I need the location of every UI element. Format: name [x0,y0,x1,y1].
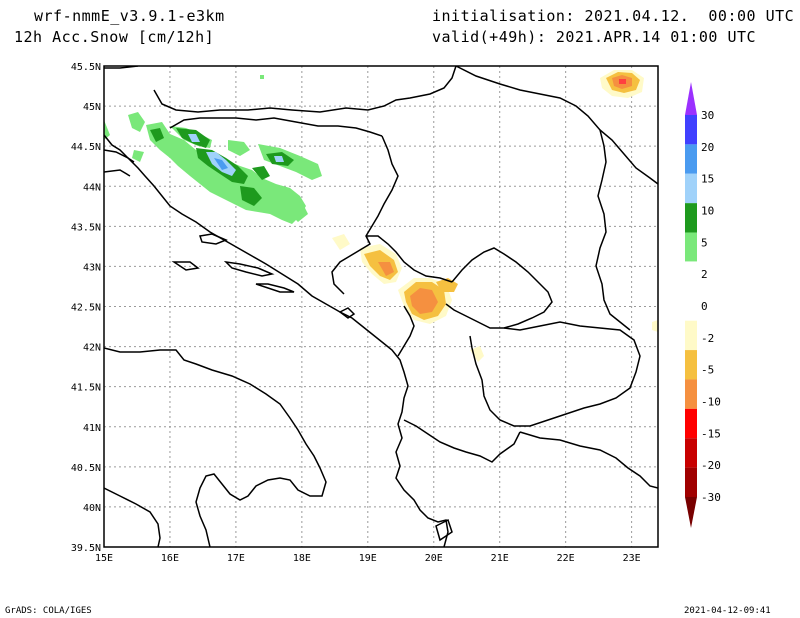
lat-label: 41.5N [71,383,101,394]
lat-label: 42.5N [71,303,101,314]
colorbar-bin [684,261,698,292]
colorbar-bin [685,438,697,468]
lat-label: 39.5N [71,543,101,554]
lat-label: 40.5N [71,463,101,474]
lon-label: 15E [95,553,113,564]
lon-label: 22E [557,553,575,564]
lon-label: 16E [161,553,179,564]
colorbar-top-arrow [685,82,697,115]
lat-label: 42N [83,343,101,354]
colorbar-tick-label: -20 [701,459,721,472]
colorbar-tick-label: 15 [701,173,714,186]
footer-credit: GrADS: COLA/IGES [5,606,92,616]
colorbar-tick-label: -2 [701,332,714,345]
colorbar-tick-label: -10 [701,396,721,409]
colorbar-bin [685,203,697,233]
valid-time: valid(+49h): 2021.APR.14 01:00 UTC [432,28,757,46]
graticule [104,66,658,547]
model-title: wrf-nmmE_v3.9.1-e3km [34,7,225,25]
colorbar-tick-label: -5 [701,364,714,377]
colorbar [684,82,698,528]
lat-label: 45.5N [71,62,101,73]
colorbar-bin [684,290,698,322]
colorbar-tick-label: 20 [701,141,714,154]
colorbar-tick-label: -15 [701,427,721,440]
lat-label: 45N [83,102,101,113]
colorbar-bin [685,115,697,145]
lon-label: 19E [359,553,377,564]
footer-timestamp: 2021-04-12-09:41 [684,606,771,616]
colorbar-tick-label: 0 [701,300,708,313]
colorbar-tick-label: 2 [701,268,708,281]
latitude-labels: 45.5N 45N 44.5N 44N 43.5N 43N 42.5N 42N 41.5N 41N… [71,62,101,554]
snow-accumulation-shading [104,75,322,224]
lat-label: 44N [83,182,101,193]
colorbar-bin [685,232,697,262]
colorbar-bin [685,379,697,409]
colorbar-bin [685,320,697,351]
colorbar-tick-label: -30 [701,491,721,504]
colorbar-bin [685,350,697,380]
longitude-labels: 15E 16E 17E 18E 19E 20E 21E 22E 23E [95,553,641,564]
lat-label: 43.5N [71,222,101,233]
lat-label: 44.5N [71,142,101,153]
lon-label: 17E [227,553,245,564]
lon-label: 20E [425,553,443,564]
map-frame [103,65,659,548]
colorbar-tick-label: 10 [701,205,714,218]
coastlines-borders [104,66,658,547]
colorbar-bin [685,467,697,497]
lat-label: 43N [83,262,101,273]
init-time: initialisation: 2021.04.12. 00:00 UTC [432,7,795,25]
colorbar-bin [685,173,697,204]
colorbar-bin [685,144,697,174]
lat-label: 40N [83,503,101,514]
colorbar-tick-label: 5 [701,236,708,249]
lon-label: 21E [491,553,509,564]
lon-label: 23E [623,553,641,564]
colorbar-tick-label: 30 [701,109,714,122]
colorbar-bin [685,408,697,439]
colorbar-bottom-arrow [685,497,697,528]
variable-title: 12h Acc.Snow [cm/12h] [14,28,215,46]
lat-label: 41N [83,423,101,434]
lon-label: 18E [293,553,311,564]
snow-melt-shading [332,70,658,362]
